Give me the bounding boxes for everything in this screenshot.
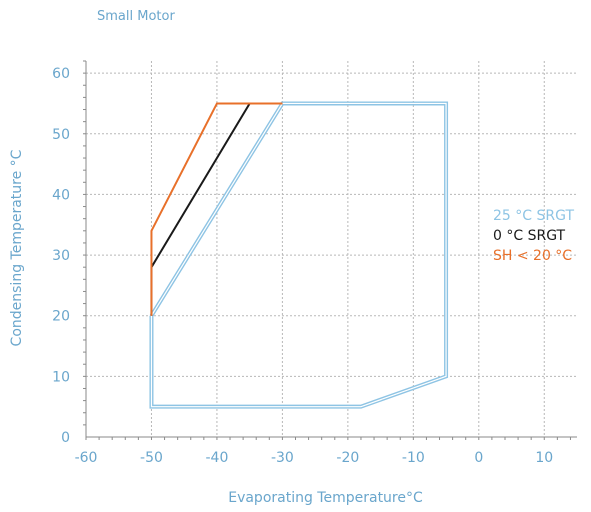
y-tick-label: 20 (52, 309, 70, 325)
y-tick-label: 10 (52, 369, 70, 385)
x-tick-label: -30 (271, 450, 294, 466)
y-tick-label: 30 (52, 248, 70, 264)
x-tick-label: -20 (336, 450, 359, 466)
x-tick-label: -40 (205, 450, 228, 466)
y-tick-label: 60 (52, 66, 70, 82)
legend-entry: 25 °C SRGT (493, 208, 575, 224)
x-tick-label: 10 (535, 450, 553, 466)
legend: 25 °C SRGT 0 °C SRGT SH < 20 °C (493, 206, 574, 266)
y-tick-label: 0 (61, 430, 70, 446)
x-tick-label: -10 (402, 450, 425, 466)
x-tick-label: -60 (75, 450, 98, 466)
chart-title: Small Motor (97, 9, 175, 24)
y-tick-label: 40 (52, 187, 70, 203)
legend-entry: SH < 20 °C (493, 248, 573, 264)
x-tick-label: 0 (474, 450, 483, 466)
x-axis-label: Evaporating Temperature°C (228, 490, 423, 506)
y-tick-label: 50 (52, 127, 70, 143)
x-tick-label: -50 (140, 450, 163, 466)
series-line-2 (150, 102, 283, 316)
legend-entry: 0 °C SRGT (493, 228, 566, 244)
